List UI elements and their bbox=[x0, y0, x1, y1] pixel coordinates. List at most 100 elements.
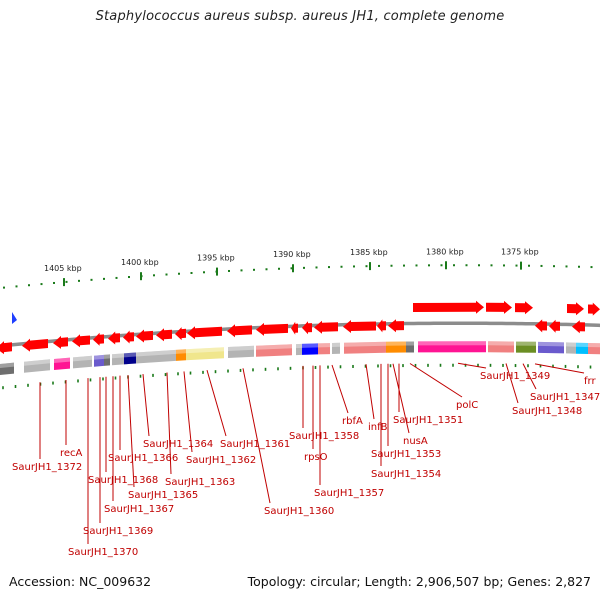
inner-tick bbox=[452, 363, 454, 367]
cog-highlight bbox=[538, 341, 564, 347]
scale-label: 1380 kbp bbox=[426, 247, 464, 256]
scale-dot bbox=[490, 264, 493, 267]
inner-tick bbox=[589, 365, 592, 369]
scale-dot bbox=[103, 277, 105, 280]
gene-arrow bbox=[549, 319, 560, 333]
scale-label: 1390 kbp bbox=[273, 250, 311, 259]
cog-highlight bbox=[318, 343, 330, 348]
cog-block bbox=[406, 341, 414, 353]
scale-dot bbox=[65, 280, 68, 283]
cog-block bbox=[112, 353, 124, 366]
gene-arrow bbox=[314, 320, 338, 334]
inner-tick bbox=[289, 366, 292, 370]
scale-label: 1395 kbp bbox=[197, 254, 235, 263]
gene-arrow bbox=[22, 338, 48, 352]
gene-arrow bbox=[535, 319, 547, 333]
cog-highlight bbox=[566, 342, 576, 347]
gene-label: SaurJH1_1360 bbox=[264, 506, 334, 517]
origin-marker-icon bbox=[12, 312, 17, 324]
cog-block bbox=[176, 349, 186, 361]
cog-highlight bbox=[588, 343, 600, 348]
inner-tick bbox=[477, 363, 479, 367]
inner-tick bbox=[264, 367, 267, 371]
gene-leader-line bbox=[142, 374, 150, 437]
scale-dot bbox=[365, 265, 368, 268]
cog-highlight bbox=[406, 341, 414, 346]
inner-tick bbox=[102, 377, 104, 381]
gene-leader-line bbox=[365, 364, 375, 420]
inner-tick bbox=[539, 364, 542, 368]
cog-block bbox=[332, 342, 340, 354]
inner-tick bbox=[77, 379, 79, 383]
gene-arrow bbox=[486, 300, 512, 314]
cog-block bbox=[124, 352, 136, 365]
gene-label: rpsO bbox=[304, 452, 328, 463]
cog-highlight bbox=[104, 354, 110, 359]
gene-label: SaurJH1_1358 bbox=[289, 431, 359, 442]
inner-tick bbox=[502, 363, 504, 367]
gene-label: SaurJH1_1364 bbox=[143, 439, 213, 450]
inner-tick bbox=[239, 368, 242, 372]
cog-block bbox=[566, 342, 576, 354]
scale-dot bbox=[190, 271, 193, 274]
gene-label: SaurJH1_1348 bbox=[512, 406, 582, 417]
cog-highlight bbox=[386, 341, 406, 346]
inner-tick bbox=[27, 383, 29, 387]
scale-dot bbox=[353, 265, 355, 268]
cog-highlight bbox=[112, 353, 124, 359]
cog-block bbox=[380, 341, 386, 353]
scale-label: 1400 kbp bbox=[121, 258, 159, 267]
inner-tick bbox=[177, 372, 179, 376]
gene-arrow bbox=[588, 302, 600, 316]
scale-dot bbox=[503, 264, 505, 267]
cog-highlight bbox=[296, 343, 302, 349]
inner-tick bbox=[352, 364, 354, 368]
cog-highlight bbox=[0, 362, 14, 368]
gene-label: SaurJH1_1366 bbox=[108, 453, 178, 464]
inner-tick bbox=[89, 378, 92, 382]
inner-tick bbox=[277, 367, 279, 371]
inner-tick bbox=[389, 364, 392, 368]
scale-dot bbox=[15, 285, 18, 288]
inner-tick bbox=[114, 376, 117, 380]
cog-block bbox=[588, 343, 600, 355]
cog-highlight bbox=[380, 341, 386, 346]
gene-label: SaurJH1_1365 bbox=[128, 490, 198, 501]
gene-label: recA bbox=[60, 448, 83, 459]
inner-tick bbox=[2, 386, 4, 390]
gene-arrow bbox=[567, 302, 584, 316]
gene-arrow bbox=[175, 327, 186, 341]
scale-dot bbox=[253, 268, 255, 271]
gene-label: SaurJH1_1361 bbox=[220, 439, 290, 450]
gene-leader-line bbox=[534, 363, 585, 374]
scale-label: 1405 kbp bbox=[44, 264, 82, 273]
accession-text: Accession: NC_009632 bbox=[9, 574, 152, 589]
gene-leader-line bbox=[505, 363, 519, 404]
scale-dot bbox=[203, 271, 205, 274]
inner-tick bbox=[314, 365, 317, 369]
cog-block bbox=[516, 341, 536, 353]
scale-dot bbox=[28, 284, 30, 287]
gene-arrow bbox=[187, 326, 222, 340]
scale-dot bbox=[153, 274, 155, 277]
inner-tick bbox=[214, 370, 217, 374]
gene-label: frr bbox=[584, 376, 596, 387]
cog-block bbox=[186, 347, 224, 361]
scale-dot bbox=[390, 264, 393, 267]
gene-arrow bbox=[0, 341, 12, 355]
map-title: Staphylococcus aureus subsp. aureus JH1,… bbox=[95, 9, 505, 24]
gene-leader-line bbox=[166, 372, 172, 475]
cog-block bbox=[302, 343, 318, 355]
scale-dot bbox=[578, 265, 580, 268]
scale-dot bbox=[415, 264, 418, 267]
scale-label: 1385 kbp bbox=[350, 248, 388, 257]
cog-highlight bbox=[344, 341, 380, 347]
scale-dot bbox=[528, 264, 530, 267]
inner-tick bbox=[189, 371, 192, 375]
cog-highlight bbox=[228, 345, 254, 351]
scale-dot bbox=[90, 278, 93, 281]
scale-dot bbox=[328, 266, 330, 269]
cog-block bbox=[54, 357, 70, 370]
cog-block bbox=[386, 341, 406, 353]
gene-leader-line bbox=[127, 375, 135, 488]
